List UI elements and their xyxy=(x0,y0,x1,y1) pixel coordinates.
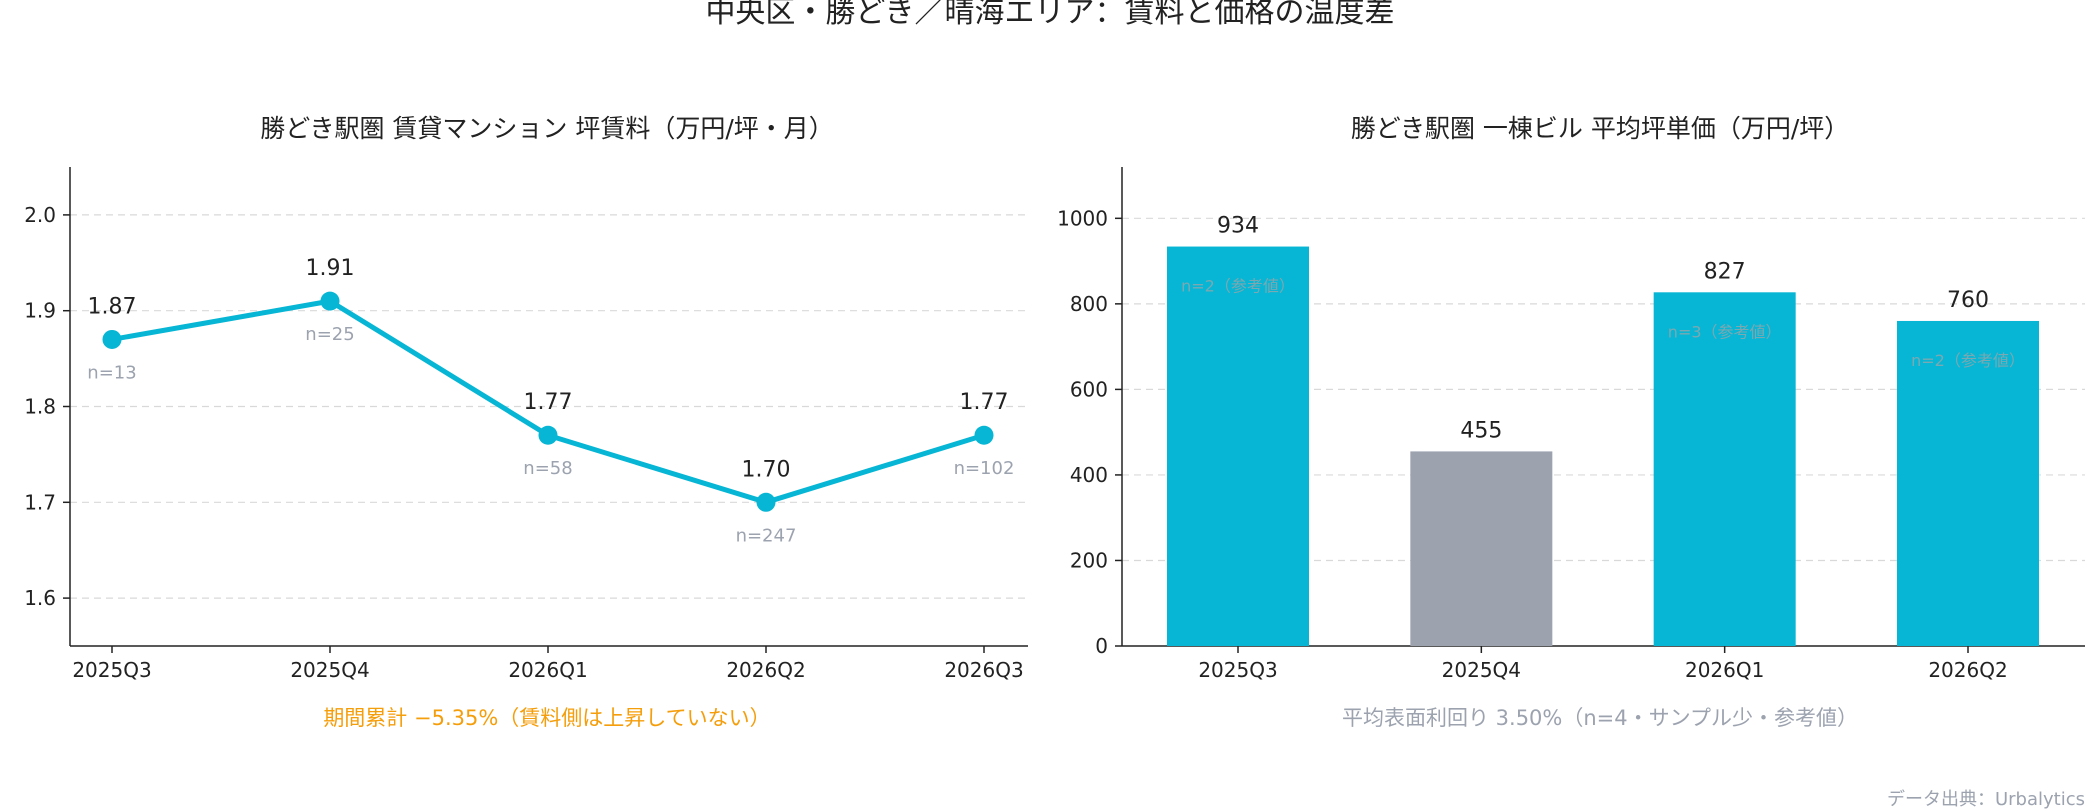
rent-value-label: 1.77 xyxy=(960,390,1009,415)
rent-sample-label: n=25 xyxy=(305,324,354,345)
source-note: データ出典：Urbalytics xyxy=(1887,789,2085,810)
rent-value-label: 1.77 xyxy=(524,390,573,415)
rent-point xyxy=(974,425,994,445)
price-bar xyxy=(1653,292,1796,646)
x-tick-label: 2026Q1 xyxy=(1685,658,1764,682)
bar-sample-note: n=2（参考値） xyxy=(1181,277,1295,296)
rent-value-label: 1.70 xyxy=(742,457,791,482)
y-tick-label: 0 xyxy=(1095,634,1108,658)
rent-sample-label: n=102 xyxy=(954,458,1015,479)
rent-point xyxy=(102,329,122,349)
price-value-label: 760 xyxy=(1947,288,1989,313)
rent-sample-label: n=247 xyxy=(736,525,797,546)
bar-chart-price: 勝どき駅圏 一棟ビル 平均坪単価（万円/坪） 平均表面利回り 3.50%（n=4… xyxy=(1057,114,2085,730)
rent-value-label: 1.91 xyxy=(306,256,355,281)
x-tick-label: 2025Q4 xyxy=(1442,658,1521,682)
bar-chart-title: 勝どき駅圏 一棟ビル 平均坪単価（万円/坪） xyxy=(1351,114,1850,143)
y-tick-label: 400 xyxy=(1070,463,1108,487)
rent-point xyxy=(756,492,776,512)
price-value-label: 827 xyxy=(1704,259,1746,284)
rent-sample-label: n=13 xyxy=(87,362,136,383)
x-tick-label: 2025Q3 xyxy=(1198,658,1277,682)
bar-sample-note: n=2（参考値） xyxy=(1911,351,2025,370)
y-tick-label: 1000 xyxy=(1057,206,1108,230)
rent-sample-label: n=58 xyxy=(523,458,572,479)
price-bar xyxy=(1167,246,1309,646)
x-tick-label: 2026Q2 xyxy=(726,658,805,682)
price-bar xyxy=(1410,451,1553,646)
y-tick-label: 2.0 xyxy=(24,203,56,227)
rent-value-label: 1.87 xyxy=(88,294,137,319)
y-tick-label: 1.8 xyxy=(24,395,56,419)
x-tick-label: 2026Q1 xyxy=(508,658,587,682)
y-tick-label: 1.6 xyxy=(24,586,56,610)
x-tick-label: 2026Q3 xyxy=(944,658,1023,682)
rent-point xyxy=(320,291,340,311)
price-bar xyxy=(1897,320,2039,646)
bar-sample-note: n=3（参考値） xyxy=(1668,322,1782,341)
y-tick-label: 600 xyxy=(1070,377,1108,401)
y-tick-label: 800 xyxy=(1070,292,1108,316)
line-chart-footnote: 期間累計 −5.35%（賃料側は上昇していない） xyxy=(323,706,770,730)
rent-point xyxy=(538,425,558,445)
y-tick-label: 1.7 xyxy=(24,490,56,514)
line-chart-title: 勝どき駅圏 賃貸マンション 坪賃料（万円/坪・月） xyxy=(260,114,834,143)
figure-title: 中央区・勝どき／晴海エリア：賃料と価格の温度差 xyxy=(705,0,1394,30)
x-tick-label: 2025Q3 xyxy=(72,658,151,682)
price-value-label: 934 xyxy=(1217,214,1259,239)
line-chart-rent: 勝どき駅圏 賃貸マンション 坪賃料（万円/坪・月） 期間累計 −5.35%（賃料… xyxy=(24,114,1028,730)
price-value-label: 455 xyxy=(1460,418,1502,443)
y-tick-label: 200 xyxy=(1070,548,1108,572)
y-tick-label: 1.9 xyxy=(24,299,56,323)
x-tick-label: 2026Q2 xyxy=(1928,658,2007,682)
bar-chart-footnote: 平均表面利回り 3.50%（n=4・サンプル少・参考値） xyxy=(1342,706,1858,730)
x-tick-label: 2025Q4 xyxy=(290,658,369,682)
